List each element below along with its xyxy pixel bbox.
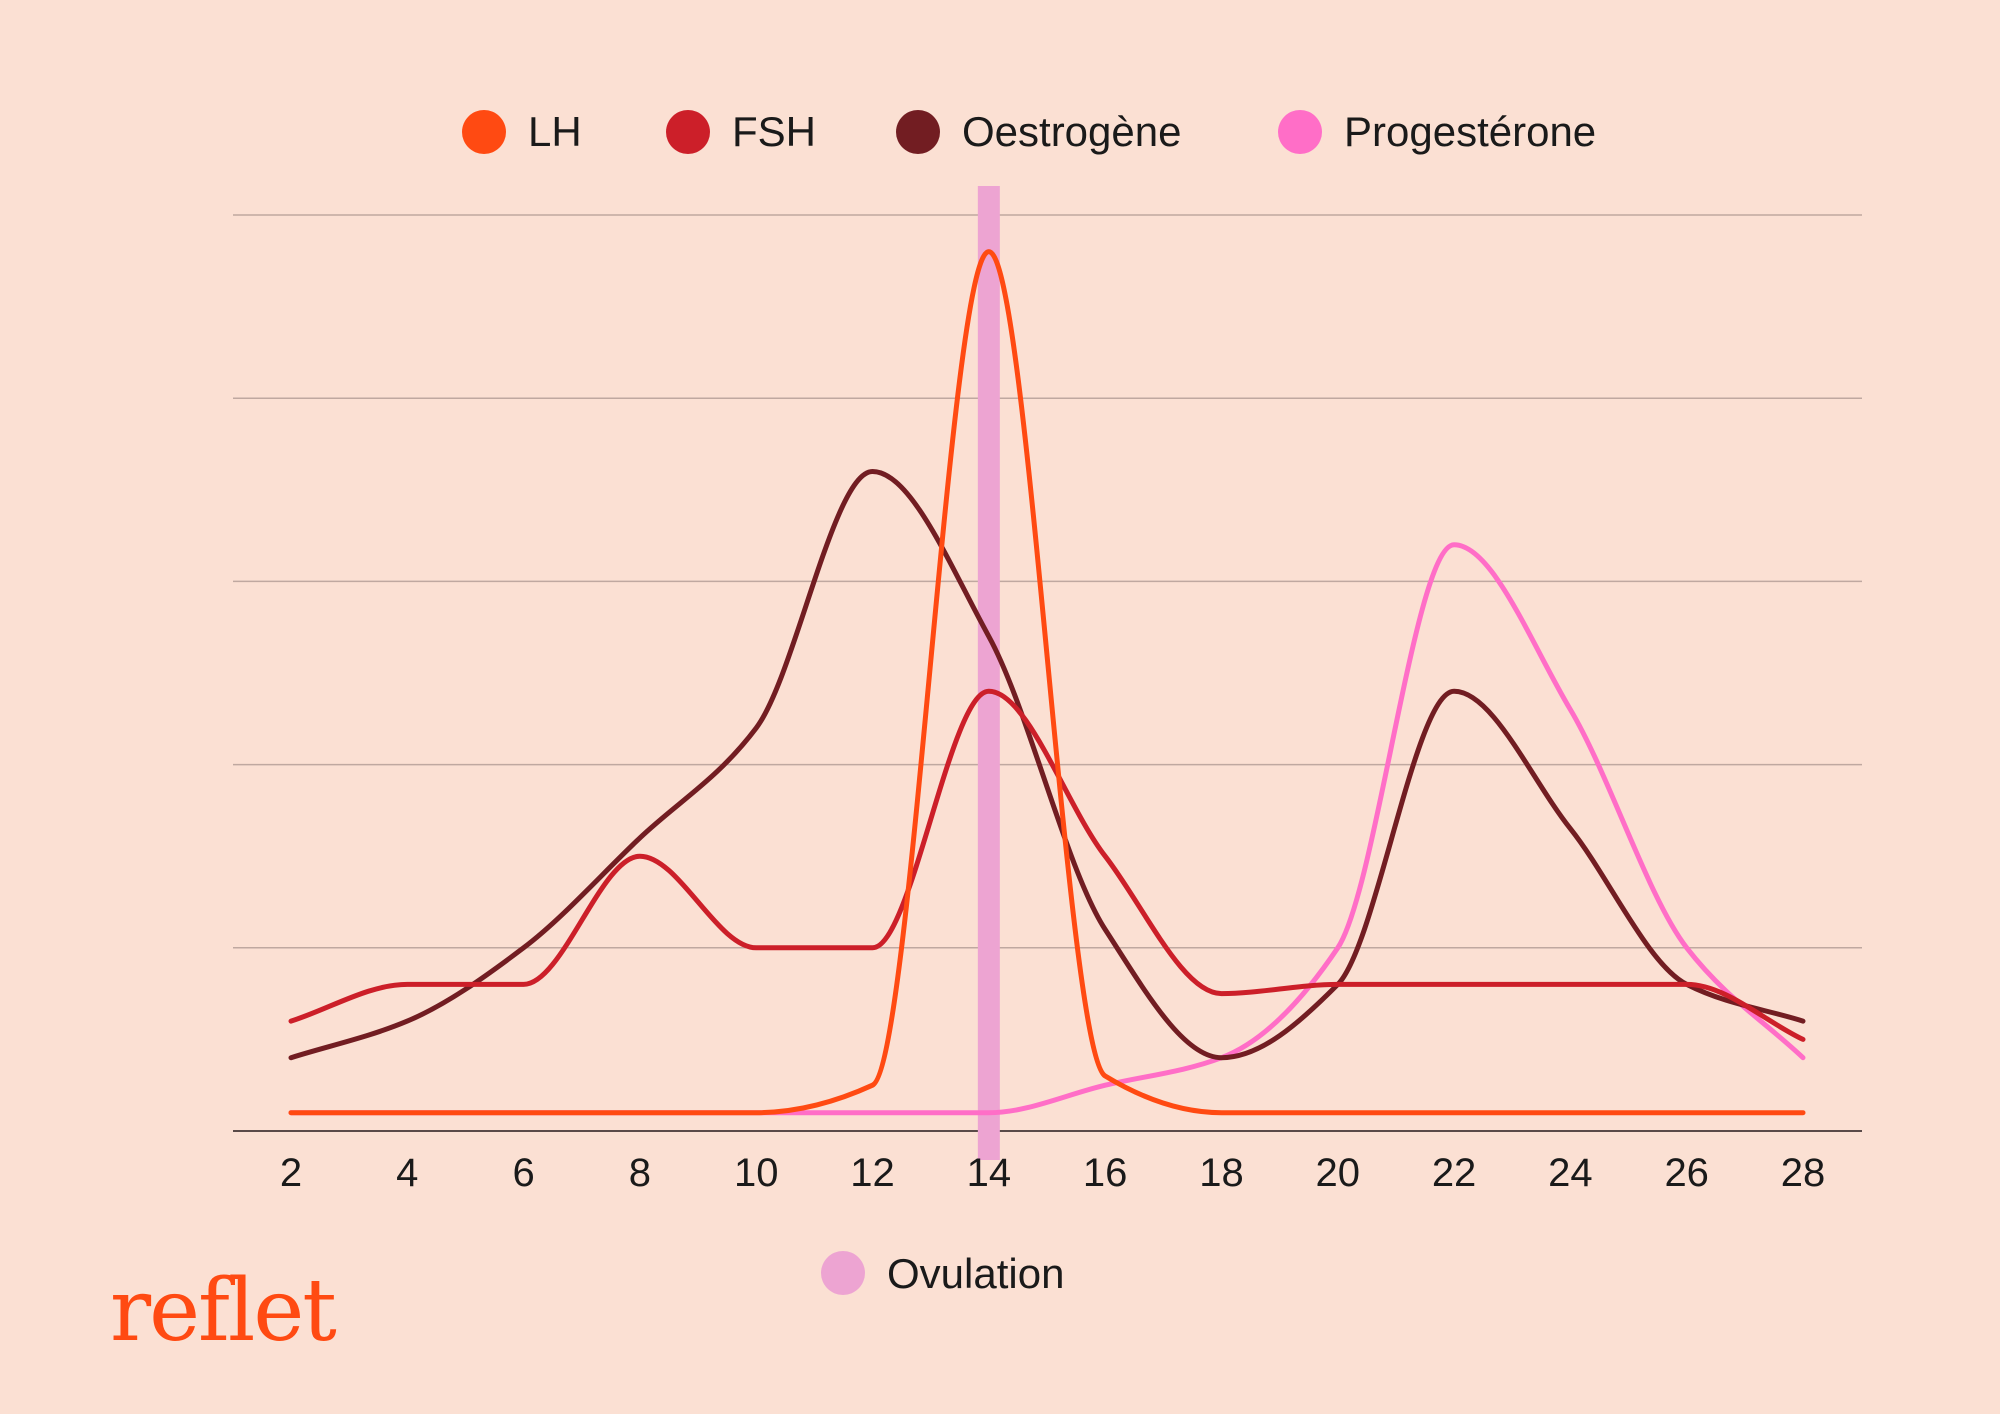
- legend-label-oestrogene: Oestrogène: [962, 108, 1181, 155]
- series-lines: [288, 249, 1806, 1116]
- legend-label-ovulation: Ovulation: [887, 1250, 1064, 1297]
- x-tick-label: 16: [1083, 1151, 1128, 1195]
- legend-swatch-progesterone: [1278, 110, 1322, 154]
- x-tick-label: 18: [1199, 1151, 1244, 1195]
- ovulation-marker: [977, 186, 1000, 1160]
- x-tick-label: 10: [734, 1151, 779, 1195]
- x-tick-label: 24: [1548, 1151, 1593, 1195]
- x-tick-label: 8: [629, 1151, 651, 1195]
- x-tick-label: 6: [512, 1151, 534, 1195]
- reflet-logo: reflet: [110, 1261, 336, 1361]
- legend-swatch-ovulation: [821, 1251, 865, 1295]
- x-tick-label: 4: [396, 1151, 418, 1195]
- legend: LH FSH Oestrogène Progestérone: [462, 108, 1596, 155]
- ovulation-legend: Ovulation: [821, 1250, 1064, 1297]
- series-line-lh: [288, 249, 1806, 1116]
- legend-label-lh: LH: [528, 108, 582, 155]
- x-tick-label: 26: [1664, 1151, 1709, 1195]
- x-axis-ticks: 2 4 6 8 10 12 14 16 18 20 22 24 26 28: [280, 1151, 1825, 1195]
- ovulation-band: [977, 186, 1000, 1160]
- gridlines: [233, 214, 1862, 1132]
- x-tick-label: 22: [1432, 1151, 1477, 1195]
- legend-swatch-lh: [462, 110, 506, 154]
- x-tick-label: 2: [280, 1151, 302, 1195]
- series-line-fsh: [288, 688, 1806, 1042]
- legend-swatch-fsh: [666, 110, 710, 154]
- legend-label-progesterone: Progestérone: [1344, 108, 1596, 155]
- x-tick-label: 28: [1781, 1151, 1826, 1195]
- x-tick-label: 14: [967, 1151, 1012, 1195]
- x-tick-label: 20: [1316, 1151, 1361, 1195]
- legend-label-fsh: FSH: [732, 108, 816, 155]
- x-tick-label: 12: [850, 1151, 895, 1195]
- legend-swatch-oestrogene: [896, 110, 940, 154]
